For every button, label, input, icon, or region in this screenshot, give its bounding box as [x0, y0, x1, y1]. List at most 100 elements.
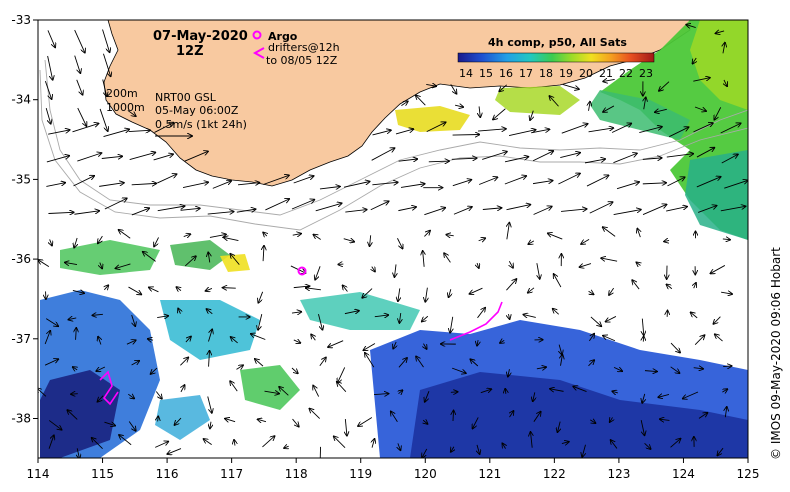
current-vector [710, 265, 726, 273]
current-vector [236, 365, 243, 369]
current-vector [609, 287, 615, 295]
current-vector [644, 371, 657, 372]
current-vector [696, 177, 721, 188]
current-vector [612, 391, 618, 393]
current-vector [444, 253, 451, 263]
current-vector [315, 266, 321, 279]
current-vector [101, 156, 122, 158]
current-vector [72, 124, 99, 133]
current-vector [536, 367, 546, 369]
current-vector [284, 446, 289, 448]
current-vector [358, 417, 373, 426]
current-vector [45, 108, 51, 124]
current-vector [642, 393, 645, 403]
current-vector [225, 419, 236, 422]
current-vector [670, 366, 680, 373]
current-vector [561, 442, 569, 444]
current-vector [508, 369, 510, 376]
current-vector [449, 289, 451, 297]
current-vector [499, 84, 508, 92]
current-vector [372, 267, 375, 272]
current-vector [391, 411, 398, 423]
current-vector [50, 239, 52, 245]
current-vector [262, 436, 274, 448]
current-vector [374, 394, 389, 395]
current-vector [400, 184, 425, 188]
current-vector [131, 183, 157, 184]
current-vector [721, 292, 732, 294]
current-vector [549, 96, 559, 107]
current-vector [642, 318, 643, 336]
current-vector [38, 260, 50, 268]
current-vector [557, 421, 560, 433]
current-vector [128, 130, 150, 131]
current-vector [426, 122, 446, 133]
current-vector [76, 79, 83, 95]
current-vector [482, 208, 502, 210]
current-vector [157, 174, 176, 184]
current-vector [157, 316, 168, 318]
current-vector [424, 208, 445, 216]
current-vector [128, 421, 136, 431]
current-vector [717, 447, 724, 455]
colorbar-tick-label: 16 [499, 67, 513, 80]
current-vector [48, 130, 69, 135]
colorbar-tick-label: 15 [479, 67, 493, 80]
current-vector [129, 152, 156, 161]
current-vector [372, 439, 374, 448]
current-vector [508, 130, 536, 136]
current-vector [693, 123, 712, 133]
current-vector [92, 314, 103, 315]
current-vector [372, 182, 397, 184]
y-tick-label: -36 [11, 252, 31, 266]
current-vector [398, 443, 401, 450]
current-vector [528, 287, 535, 293]
current-vector [694, 283, 696, 289]
current-vector [455, 105, 463, 107]
current-vector [46, 183, 65, 187]
current-vector [45, 318, 58, 327]
current-vector [48, 420, 61, 429]
current-vector [67, 410, 78, 420]
x-tick-label: 119 [349, 467, 372, 481]
current-vector [506, 279, 516, 291]
current-vector [131, 208, 149, 216]
current-vector [96, 366, 106, 371]
current-vector [264, 391, 280, 393]
current-vector [44, 80, 51, 99]
current-vector [154, 123, 173, 133]
current-vector [292, 234, 301, 236]
current-vector [182, 182, 208, 188]
current-vector [149, 287, 159, 293]
current-vector [725, 407, 726, 418]
current-vector [603, 105, 615, 112]
current-vector [478, 177, 497, 185]
current-vector [453, 207, 472, 215]
current-vector [180, 208, 200, 210]
current-vector [692, 57, 696, 64]
current-vector [502, 443, 505, 449]
current-vector [102, 29, 110, 52]
current-vector [98, 235, 103, 243]
current-vector [640, 420, 644, 435]
current-vector [401, 101, 407, 105]
current-vector [185, 337, 191, 343]
current-vector [265, 199, 289, 211]
current-vector [453, 411, 454, 422]
current-vector [236, 209, 256, 213]
current-vector [398, 288, 400, 301]
current-vector [611, 123, 631, 133]
current-vector [659, 81, 670, 91]
current-vector [393, 341, 396, 349]
current-vector [230, 254, 240, 265]
contour-label-1000m: 1000m [106, 101, 145, 114]
current-vector [97, 395, 104, 402]
current-vector [616, 182, 639, 190]
colorbar-title: 4h comp, p50, All Sats [488, 36, 627, 49]
current-vector [470, 359, 479, 367]
current-vector [184, 151, 208, 162]
current-vector [338, 367, 346, 382]
colorbar-ticks: 14 15 16 17 18 19 20 21 22 23 [459, 67, 653, 80]
colorbar-tick-label: 22 [619, 67, 633, 80]
current-vector [104, 422, 115, 425]
